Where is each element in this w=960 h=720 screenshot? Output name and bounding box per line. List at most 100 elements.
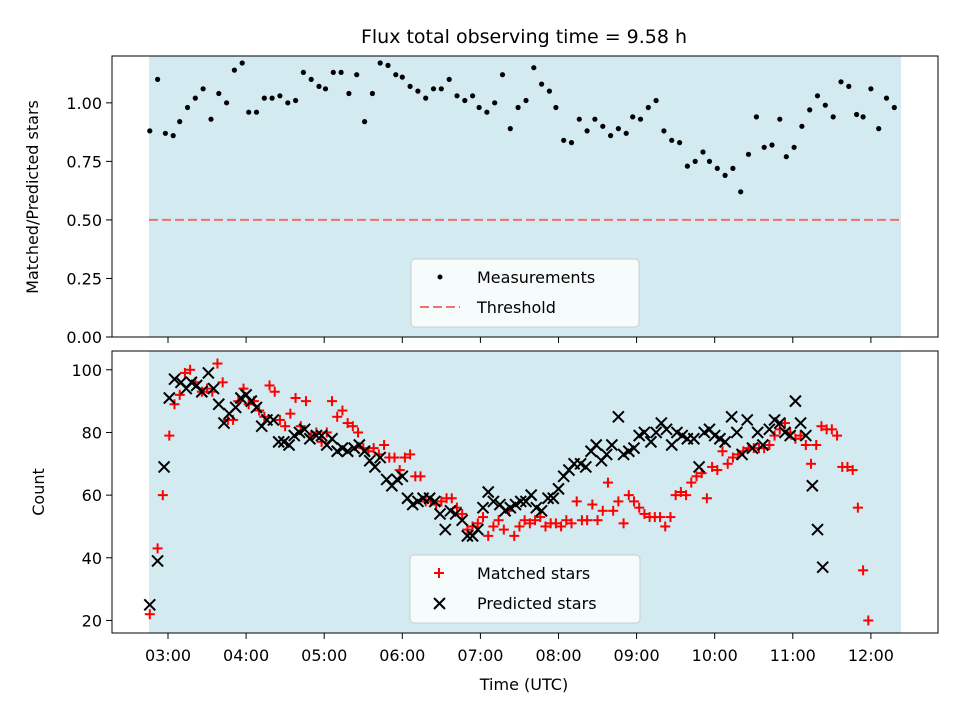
predicted-star-marker (638, 426, 651, 439)
measurement-point (822, 102, 828, 108)
matched-star-marker (169, 399, 180, 410)
ratio-panel: 0.00 0.25 0.50 0.75 1.00 Matched/Predicted s… (23, 55, 939, 347)
predicted-star-marker (433, 507, 447, 521)
matched-star-marker (405, 449, 416, 460)
measurement-point (883, 95, 890, 101)
predicted-star-marker (806, 479, 819, 492)
measurement-point (239, 60, 245, 66)
matched-star-marker (264, 380, 275, 391)
measurement-point (293, 97, 299, 104)
matched-star-marker (462, 524, 473, 535)
matched-star-marker (524, 518, 535, 529)
measurement-point (692, 158, 698, 164)
measurement-point (608, 133, 614, 139)
predicted-star-marker (816, 560, 829, 574)
matched-star-marker (675, 487, 686, 497)
measurement-point (269, 95, 275, 101)
predicted-star-marker (476, 501, 490, 514)
matched-star-marker (174, 389, 185, 400)
predicted-star-marker (229, 401, 242, 414)
y-tick-label: 0.50 (66, 211, 102, 230)
predicted-star-marker (794, 416, 807, 430)
y-tick-label: 1.00 (66, 94, 102, 113)
measurement-point (630, 114, 636, 120)
matched-star-marker (488, 521, 499, 532)
measurement-point (722, 172, 728, 178)
predicted-star-marker (514, 495, 527, 508)
measurement-point (791, 144, 797, 150)
predicted-star-marker (687, 432, 701, 445)
y-tick-label: 20 (82, 611, 102, 630)
measurement-point (730, 165, 736, 171)
count-panel: 20 40 60 80 100 03:00 04:00 05:00 06:00 07:00 08:… (29, 350, 939, 694)
matched-star-marker (342, 418, 353, 429)
measurement-point (553, 104, 559, 111)
measurement-point (170, 133, 176, 139)
x-tick-label: 04:00 (223, 646, 269, 665)
x-axis-label: Time (UTC) (479, 675, 568, 694)
measurement-point (454, 93, 460, 99)
measurement-point (470, 93, 476, 99)
matched-star-marker (811, 440, 822, 450)
y-axis-label-top: Matched/Predicted stars (23, 100, 42, 294)
matched-star-marker (779, 418, 790, 429)
x-tick-label: 03:00 (145, 646, 191, 665)
measurement-point (568, 140, 575, 146)
matched-star-marker (300, 396, 311, 407)
predicted-star-marker (212, 398, 225, 411)
measurement-point (308, 76, 314, 82)
matched-star-marker (519, 515, 530, 526)
matched-star-marker (597, 505, 608, 516)
predicted-star-marker (195, 385, 209, 398)
measurement-point (231, 67, 237, 73)
legend-predicted-marker (433, 597, 446, 610)
measurement-point (362, 119, 368, 125)
predicted-star-marker (665, 438, 678, 452)
measurement-point (499, 72, 506, 78)
matched-star-marker (561, 515, 572, 526)
measurement-point (316, 83, 322, 89)
measurement-point (623, 130, 629, 136)
matched-star-marker (157, 490, 168, 501)
matched-star-marker (337, 405, 348, 416)
matched-star-marker (436, 496, 447, 507)
matched-star-marker (368, 443, 379, 454)
predicted-star-marker (151, 554, 164, 568)
predicted-star-marker (649, 426, 663, 439)
matched-star-marker (701, 493, 712, 504)
predicted-star-marker (272, 435, 285, 449)
y-axis-ticks-top: 0.00 0.25 0.50 0.75 1.00 (66, 94, 112, 347)
matched-star-marker (217, 377, 228, 388)
matched-star-marker (493, 515, 504, 526)
matched-star-marker (571, 496, 582, 507)
predicted-star-marker (746, 441, 759, 455)
measurement-point (330, 69, 336, 75)
measurement-point (653, 97, 659, 104)
predicted-star-marker (298, 423, 311, 436)
matched-star-marker (618, 518, 629, 529)
predicted-star-marker (310, 429, 323, 442)
predicted-star-marker (471, 523, 485, 536)
measurement-point (860, 114, 866, 120)
measurement-point (246, 109, 252, 115)
measurement-point (155, 76, 161, 82)
measurement-point (753, 114, 760, 120)
measurement-point (677, 140, 683, 146)
predicted-star-marker (461, 529, 474, 543)
predicted-star-marker (163, 391, 176, 405)
measurement-point (184, 104, 191, 111)
legend-matched-marker (434, 568, 444, 578)
measurement-point (546, 88, 553, 94)
predicted-star-marker (773, 416, 786, 430)
chart-title: Flux total observing time = 9.58 h (361, 26, 687, 48)
plot-frame-top (111, 55, 939, 338)
matched-star-marker (826, 424, 837, 435)
predicted-star-marker (541, 492, 555, 505)
matched-star-marker (816, 421, 827, 432)
measurement-point (814, 93, 821, 99)
matched-star-marker (280, 421, 291, 432)
matched-star-marker (858, 565, 869, 576)
measurement-point (484, 109, 490, 115)
matched-star-marker (847, 465, 858, 476)
matched-star-marker (483, 530, 494, 541)
